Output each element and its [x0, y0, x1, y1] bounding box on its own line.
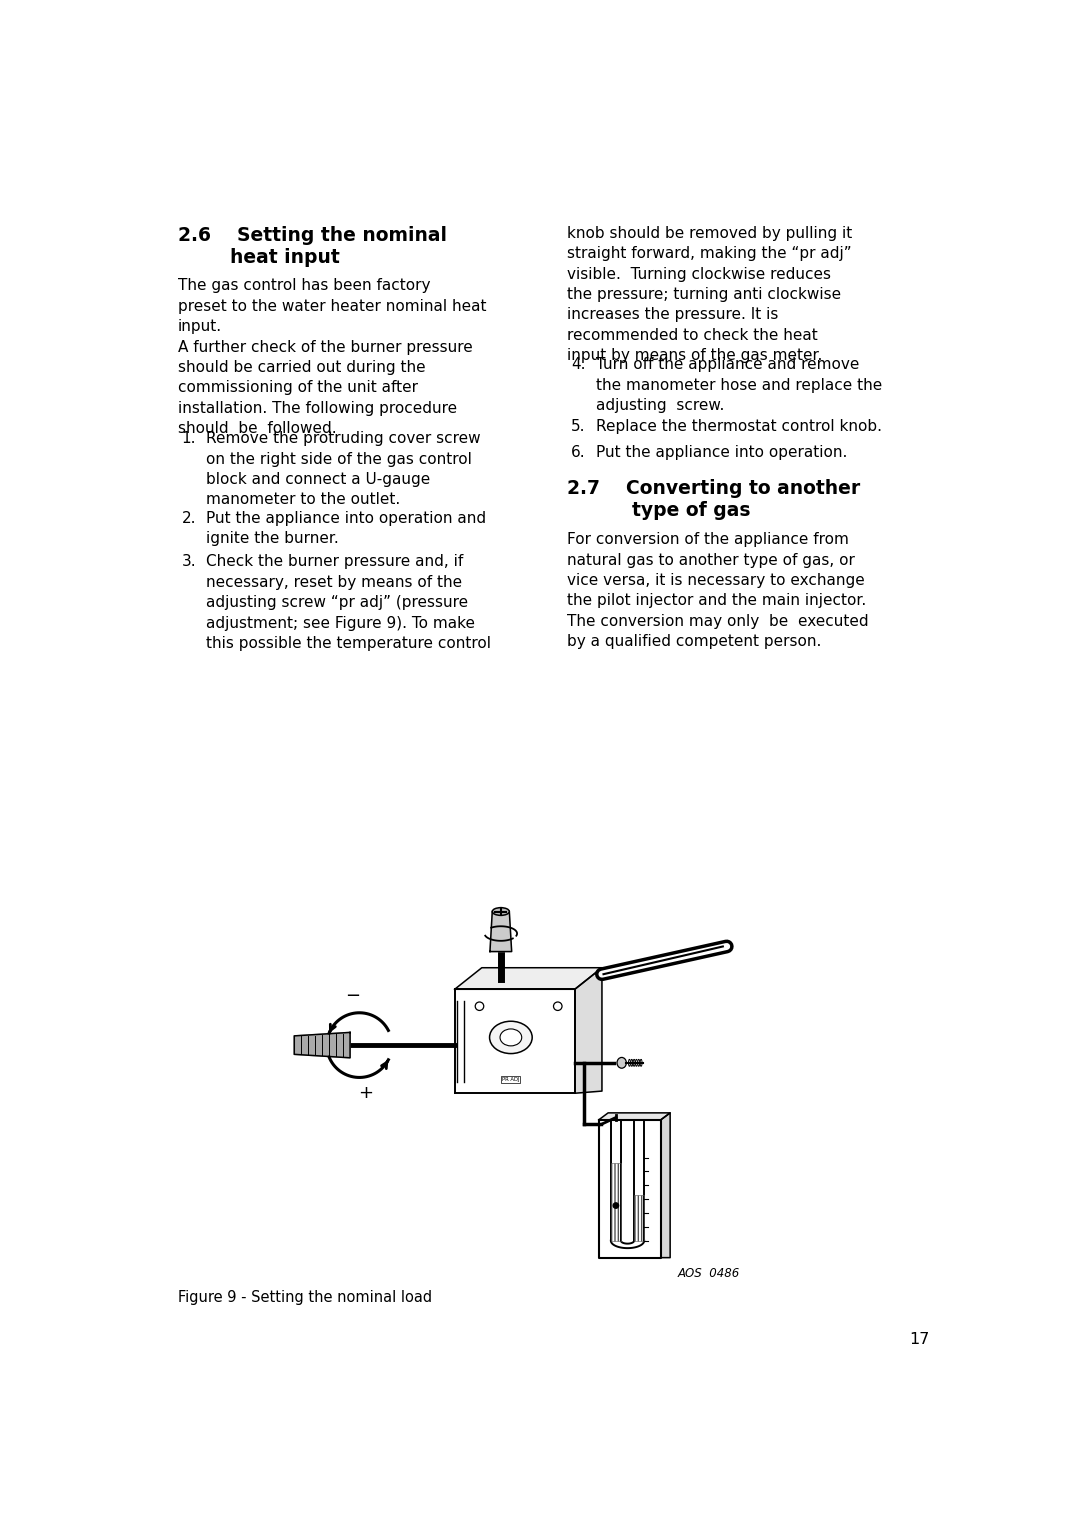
Bar — [634, 1196, 644, 1240]
Text: 17: 17 — [909, 1332, 930, 1347]
Polygon shape — [455, 989, 575, 1093]
Text: Figure 9 - Setting the nominal load: Figure 9 - Setting the nominal load — [177, 1290, 432, 1304]
Text: 2.6    Setting the nominal: 2.6 Setting the nominal — [177, 226, 447, 245]
Text: 2.: 2. — [181, 511, 195, 526]
Text: −: − — [346, 988, 361, 1005]
Ellipse shape — [489, 1021, 532, 1053]
Circle shape — [613, 1203, 619, 1208]
Text: knob should be removed by pulling it
straight forward, making the “pr adj”
visib: knob should be removed by pulling it str… — [567, 226, 852, 364]
Text: type of gas: type of gas — [567, 502, 751, 520]
Polygon shape — [575, 968, 602, 1093]
Text: Replace the thermostat control knob.: Replace the thermostat control knob. — [596, 419, 881, 434]
Text: For conversion of the appliance from
natural gas to another type of gas, or
vice: For conversion of the appliance from nat… — [567, 532, 868, 650]
Bar — [611, 1162, 621, 1240]
Polygon shape — [490, 911, 512, 951]
Ellipse shape — [492, 908, 510, 916]
Polygon shape — [598, 1119, 661, 1258]
Text: Check the burner pressure and, if
necessary, reset by means of the
adjusting scr: Check the burner pressure and, if necess… — [206, 555, 491, 651]
Text: 6.: 6. — [571, 445, 585, 460]
Text: 4.: 4. — [571, 358, 585, 372]
Polygon shape — [455, 968, 602, 989]
Text: 5.: 5. — [571, 419, 585, 434]
Text: 3.: 3. — [181, 555, 197, 569]
Text: +: + — [359, 1084, 373, 1102]
Text: 1.: 1. — [181, 431, 195, 446]
Polygon shape — [294, 1032, 350, 1058]
Ellipse shape — [617, 1058, 626, 1069]
Ellipse shape — [500, 1029, 522, 1046]
Circle shape — [475, 1001, 484, 1011]
Text: PR ADJ: PR ADJ — [502, 1076, 519, 1083]
Text: The gas control has been factory
preset to the water heater nominal heat
input.
: The gas control has been factory preset … — [177, 278, 486, 436]
Text: Put the appliance into operation and
ignite the burner.: Put the appliance into operation and ign… — [206, 511, 486, 546]
Polygon shape — [598, 1113, 670, 1119]
Text: 2.7    Converting to another: 2.7 Converting to another — [567, 480, 861, 498]
Polygon shape — [661, 1113, 670, 1258]
Text: AOS  0486: AOS 0486 — [678, 1268, 740, 1280]
Circle shape — [554, 1001, 562, 1011]
Text: heat input: heat input — [177, 248, 339, 266]
Text: Put the appliance into operation.: Put the appliance into operation. — [596, 445, 847, 460]
Text: Remove the protruding cover screw
on the right side of the gas control
block and: Remove the protruding cover screw on the… — [206, 431, 481, 508]
Text: Turn off the appliance and remove
the manometer hose and replace the
adjusting  : Turn off the appliance and remove the ma… — [596, 358, 882, 413]
